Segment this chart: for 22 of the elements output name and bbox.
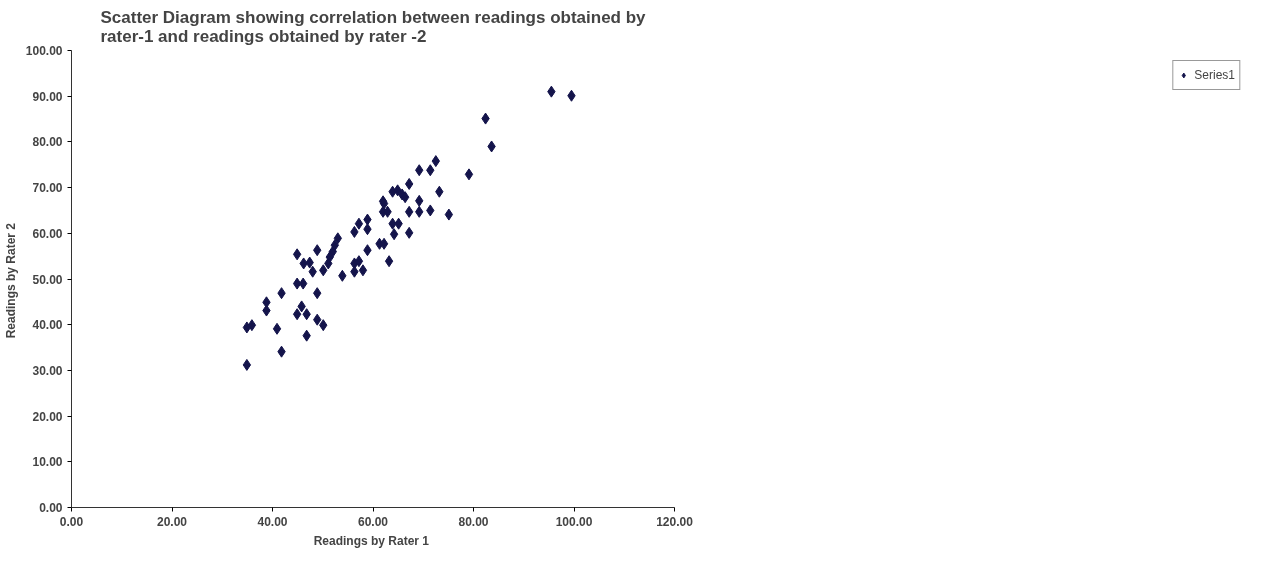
y-tick-label: 50.00: [32, 272, 63, 287]
y-tick-label: 90.00: [32, 89, 63, 104]
y-tick-label: 30.00: [32, 363, 63, 378]
x-tick-label: 120.00: [656, 514, 694, 529]
x-tick-label: 20.00: [156, 514, 188, 529]
x-tick-label: 0.00: [59, 514, 84, 529]
y-tick-label: 20.00: [32, 409, 63, 424]
legend-label: Series1: [1194, 68, 1235, 82]
y-tick-label: 10.00: [32, 455, 63, 470]
y-tick-label: 100.00: [25, 44, 63, 58]
x-tick-label: 60.00: [357, 514, 389, 529]
y-axis-title: Readings by Rater 2: [3, 222, 18, 339]
y-tick-label: 70.00: [32, 181, 63, 196]
x-tick-label: 40.00: [257, 514, 288, 529]
x-tick-label: 100.00: [555, 514, 593, 529]
x-tick-label: 80.00: [458, 514, 489, 529]
y-tick-label: 0.00: [39, 501, 63, 515]
x-axis-title: Readings by Rater 1: [313, 533, 430, 548]
y-tick-label: 40.00: [32, 318, 63, 333]
y-tick-label: 60.00: [32, 226, 63, 241]
y-tick-label: 80.00: [32, 135, 63, 150]
chart-title: Scatter Diagram showing correlation between readings obtained by rater-1 and readings obtained by rater -2: [100, 7, 647, 46]
